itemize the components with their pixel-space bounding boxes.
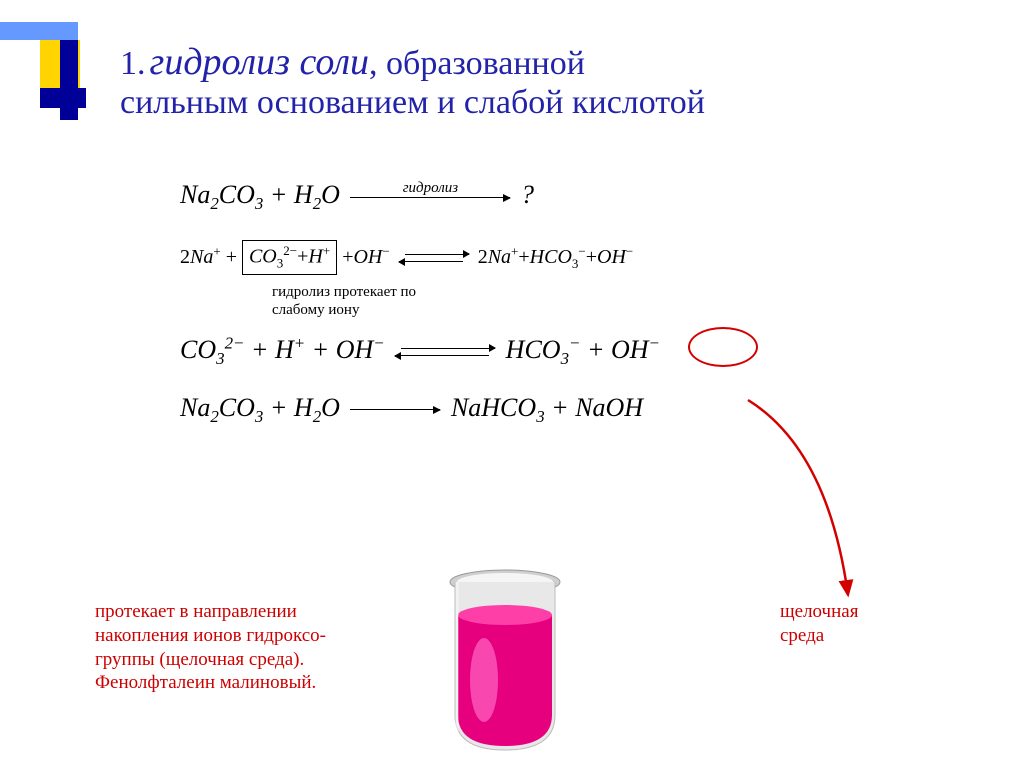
title-rest2: сильным основанием и слабой кислотой [120, 84, 705, 121]
deco-block-darkblue-horiz [40, 88, 86, 108]
equation-1: Na2CO3 + H2O гидролиз ? [180, 180, 860, 214]
eq2-note: гидролиз протекает по слабому иону [272, 283, 860, 319]
caption-left-l2: накопления ионов гидроксо- [95, 625, 326, 646]
equation-3: CO32− + H+ + OH− HCO3− + OH− [180, 333, 860, 369]
eq2-note-l1: гидролиз протекает по [272, 284, 416, 300]
eq2-boxed: CO32−+H+ [242, 240, 337, 275]
eq4-lhs: Na2CO3 + H2O [180, 393, 340, 422]
slide-title: 1. гидролиз соли, образованной сильным о… [120, 40, 940, 122]
eq4-rhs: NaHCO3 + NaOH [451, 393, 643, 422]
deco-block-lightblue [0, 22, 78, 40]
caption-right-l1: щелочная [780, 601, 858, 622]
eq3-lhs: CO32− + H+ + OH− [180, 335, 385, 364]
caption-left-l3: группы (щелочная среда). [95, 649, 304, 670]
eq2-arrow [399, 253, 469, 263]
eq3-red-circle [688, 327, 758, 367]
caption-left: протекает в направлении накопления ионов… [95, 600, 415, 695]
eq3-arrow [395, 347, 495, 357]
caption-right-l2: среда [780, 625, 824, 646]
eq1-arrow: гидролиз [350, 197, 510, 198]
eq4-arrow [350, 409, 440, 410]
beaker-image [420, 560, 590, 760]
caption-right: щелочная среда [780, 600, 960, 648]
title-italic: гидролиз соли [150, 41, 370, 83]
eq2-note-l2: слабому иону [272, 302, 359, 318]
title-rest1: , образованной [369, 45, 585, 82]
eq1-rhs: ? [521, 180, 534, 209]
eq3-rhs: HCO3− + OH− [506, 335, 660, 364]
caption-left-l4: Фенолфталеин малиновый. [95, 672, 316, 693]
equation-2: 2Na+ + CO32−+H+ +OH− 2Na++HCO3−+OH− [180, 240, 860, 275]
eq1-arrow-label: гидролиз [403, 180, 458, 197]
deco-block-darkblue-vert [60, 40, 78, 120]
caption-left-l1: протекает в направлении [95, 601, 297, 622]
red-arrow-to-caption [738, 390, 898, 610]
eq2-pre: 2Na+ + [180, 246, 242, 268]
eq2-rhs: 2Na++HCO3−+OH− [478, 246, 634, 268]
eq1-lhs: Na2CO3 + H2O [180, 180, 340, 209]
eq2-post: +OH− [342, 246, 390, 268]
title-number: 1. [120, 45, 146, 82]
